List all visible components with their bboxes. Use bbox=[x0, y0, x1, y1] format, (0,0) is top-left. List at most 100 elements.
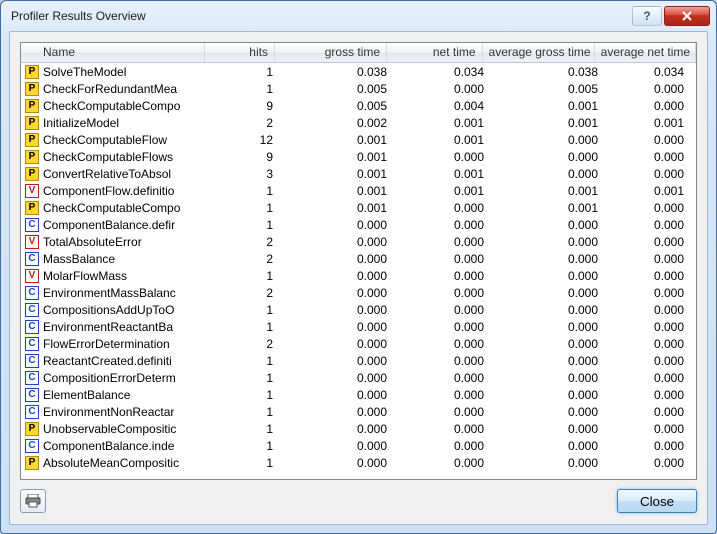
cell-avg-net-time: 0.000 bbox=[604, 303, 690, 317]
type-C-icon: C bbox=[25, 337, 39, 351]
window-title: Profiler Results Overview bbox=[11, 9, 632, 23]
table-row[interactable]: VComponentFlow.definitio10.0010.0010.001… bbox=[21, 182, 696, 199]
window-close-button[interactable] bbox=[664, 6, 710, 26]
row-name-text: UnobservableCompositic bbox=[43, 422, 176, 436]
close-icon bbox=[682, 11, 692, 21]
table-row[interactable]: PConvertRelativeToAbsol30.0010.0010.0000… bbox=[21, 165, 696, 182]
row-name-text: EnvironmentNonReactar bbox=[43, 405, 174, 419]
cell-avg-gross-time: 0.000 bbox=[490, 235, 604, 249]
table-row[interactable]: PCheckForRedundantMea10.0050.0000.0050.0… bbox=[21, 80, 696, 97]
table-row[interactable]: VTotalAbsoluteError20.0000.0000.0000.000 bbox=[21, 233, 696, 250]
cell-name: PInitializeModel bbox=[21, 116, 208, 130]
cell-gross-time: 0.000 bbox=[279, 303, 393, 317]
cell-name: PCheckComputableFlows bbox=[21, 150, 208, 164]
type-V-icon: V bbox=[25, 184, 39, 198]
cell-gross-time: 0.000 bbox=[279, 439, 393, 453]
type-C-icon: C bbox=[25, 439, 39, 453]
col-avg-gross-time[interactable]: average gross time bbox=[483, 43, 595, 62]
col-hits[interactable]: hits bbox=[205, 43, 275, 62]
cell-avg-net-time: 0.001 bbox=[604, 184, 690, 198]
col-avg-net-time[interactable]: average net time bbox=[595, 43, 696, 62]
close-button[interactable]: Close bbox=[617, 489, 697, 513]
col-gross-time[interactable]: gross time bbox=[275, 43, 387, 62]
help-button[interactable]: ? bbox=[632, 6, 662, 26]
cell-net-time: 0.000 bbox=[393, 354, 490, 368]
table-row[interactable]: CEnvironmentMassBalanc20.0000.0000.0000.… bbox=[21, 284, 696, 301]
table-row[interactable]: VMolarFlowMass10.0000.0000.0000.000 bbox=[21, 267, 696, 284]
table-row[interactable]: CFlowErrorDetermination20.0000.0000.0000… bbox=[21, 335, 696, 352]
table-row[interactable]: CEnvironmentReactantBa10.0000.0000.0000.… bbox=[21, 318, 696, 335]
cell-gross-time: 0.000 bbox=[279, 422, 393, 436]
cell-hits: 2 bbox=[208, 337, 279, 351]
table-row[interactable]: CMassBalance20.0000.0000.0000.000 bbox=[21, 250, 696, 267]
cell-net-time: 0.000 bbox=[393, 422, 490, 436]
table-row[interactable]: CCompositionErrorDeterm10.0000.0000.0000… bbox=[21, 369, 696, 386]
cell-avg-net-time: 0.000 bbox=[604, 337, 690, 351]
cell-net-time: 0.001 bbox=[393, 184, 490, 198]
table-row[interactable]: PInitializeModel20.0020.0010.0010.001 bbox=[21, 114, 696, 131]
table-row[interactable]: CReactantCreated.definiti10.0000.0000.00… bbox=[21, 352, 696, 369]
table-row[interactable]: PCheckComputableFlows90.0010.0000.0000.0… bbox=[21, 148, 696, 165]
cell-avg-gross-time: 0.000 bbox=[490, 371, 604, 385]
row-name-text: EnvironmentReactantBa bbox=[43, 320, 173, 334]
table-row[interactable]: CElementBalance10.0000.0000.0000.000 bbox=[21, 386, 696, 403]
row-name-text: ElementBalance bbox=[43, 388, 130, 402]
row-name-text: ReactantCreated.definiti bbox=[43, 354, 172, 368]
cell-avg-net-time: 0.000 bbox=[604, 405, 690, 419]
cell-avg-gross-time: 0.001 bbox=[490, 184, 604, 198]
table-row[interactable]: CComponentBalance.inde10.0000.0000.0000.… bbox=[21, 437, 696, 454]
cell-hits: 1 bbox=[208, 439, 279, 453]
cell-gross-time: 0.000 bbox=[279, 286, 393, 300]
table-row[interactable]: CEnvironmentNonReactar10.0000.0000.0000.… bbox=[21, 403, 696, 420]
table-row[interactable]: CComponentBalance.defir10.0000.0000.0000… bbox=[21, 216, 696, 233]
col-net-time[interactable]: net time bbox=[387, 43, 482, 62]
titlebar[interactable]: Profiler Results Overview ? bbox=[1, 1, 716, 31]
type-P-icon: P bbox=[25, 422, 39, 436]
cell-avg-net-time: 0.000 bbox=[604, 82, 690, 96]
cell-gross-time: 0.005 bbox=[279, 99, 393, 113]
cell-name: VMolarFlowMass bbox=[21, 269, 208, 283]
cell-gross-time: 0.000 bbox=[279, 269, 393, 283]
row-name-text: AbsoluteMeanCompositic bbox=[43, 456, 179, 470]
cell-avg-net-time: 0.000 bbox=[604, 422, 690, 436]
cell-avg-net-time: 0.000 bbox=[604, 354, 690, 368]
row-name-text: ComponentFlow.definitio bbox=[43, 184, 174, 198]
cell-avg-gross-time: 0.001 bbox=[490, 116, 604, 130]
table-row[interactable]: PSolveTheModel10.0380.0340.0380.034 bbox=[21, 63, 696, 80]
table-row[interactable]: CCompositionsAddUpToO10.0000.0000.0000.0… bbox=[21, 301, 696, 318]
cell-hits: 1 bbox=[208, 422, 279, 436]
row-name-text: CompositionErrorDeterm bbox=[43, 371, 176, 385]
cell-gross-time: 0.000 bbox=[279, 235, 393, 249]
cell-hits: 2 bbox=[208, 286, 279, 300]
col-name[interactable]: Name bbox=[21, 43, 205, 62]
table-row[interactable]: PAbsoluteMeanCompositic10.0000.0000.0000… bbox=[21, 454, 696, 471]
grid-body[interactable]: PSolveTheModel10.0380.0340.0380.034PChec… bbox=[21, 63, 696, 479]
cell-avg-gross-time: 0.000 bbox=[490, 422, 604, 436]
cell-avg-gross-time: 0.000 bbox=[490, 439, 604, 453]
cell-avg-net-time: 0.000 bbox=[604, 269, 690, 283]
cell-avg-net-time: 0.000 bbox=[604, 371, 690, 385]
cell-hits: 1 bbox=[208, 303, 279, 317]
cell-name: CCompositionsAddUpToO bbox=[21, 303, 208, 317]
cell-hits: 1 bbox=[208, 388, 279, 402]
cell-net-time: 0.000 bbox=[393, 286, 490, 300]
table-row[interactable]: PCheckComputableFlow120.0010.0010.0000.0… bbox=[21, 131, 696, 148]
type-C-icon: C bbox=[25, 286, 39, 300]
cell-hits: 3 bbox=[208, 167, 279, 181]
cell-net-time: 0.000 bbox=[393, 388, 490, 402]
cell-name: CEnvironmentNonReactar bbox=[21, 405, 208, 419]
print-button[interactable] bbox=[20, 489, 46, 513]
cell-name: CMassBalance bbox=[21, 252, 208, 266]
row-name-text: CompositionsAddUpToO bbox=[43, 303, 174, 317]
type-C-icon: C bbox=[25, 320, 39, 334]
cell-avg-gross-time: 0.000 bbox=[490, 303, 604, 317]
table-row[interactable]: PCheckComputableCompo10.0010.0000.0010.0… bbox=[21, 199, 696, 216]
cell-hits: 1 bbox=[208, 65, 279, 79]
cell-avg-net-time: 0.000 bbox=[604, 218, 690, 232]
cell-net-time: 0.000 bbox=[393, 371, 490, 385]
grid-header: Name hits gross time net time average gr… bbox=[21, 43, 696, 63]
table-row[interactable]: PUnobservableCompositic10.0000.0000.0000… bbox=[21, 420, 696, 437]
table-row[interactable]: PCheckComputableCompo90.0050.0040.0010.0… bbox=[21, 97, 696, 114]
cell-avg-net-time: 0.000 bbox=[604, 167, 690, 181]
cell-avg-net-time: 0.000 bbox=[604, 388, 690, 402]
